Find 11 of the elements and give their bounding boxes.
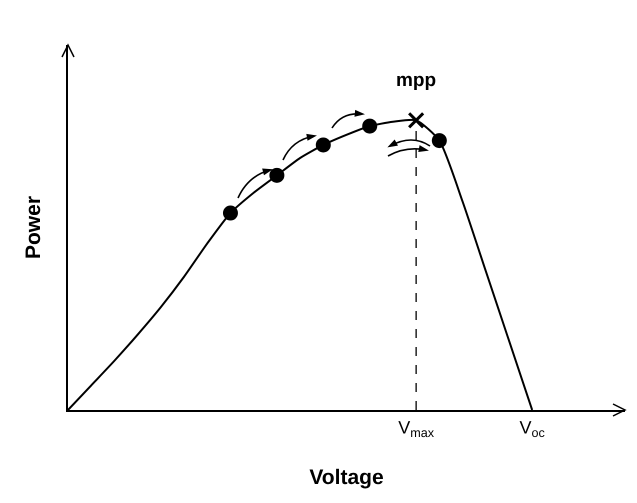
x-tick-label: V$_{oc}$ [520,417,545,440]
point [316,137,331,152]
annotation: mpp [396,70,436,91]
point [408,112,425,129]
point [222,206,238,221]
x-axis-title: Voltage [309,466,384,489]
point [432,133,447,148]
x-tick-label: V$_{max}$ [398,417,435,440]
y-axis-title: Power [22,196,45,260]
point [362,118,378,134]
point [269,168,284,183]
